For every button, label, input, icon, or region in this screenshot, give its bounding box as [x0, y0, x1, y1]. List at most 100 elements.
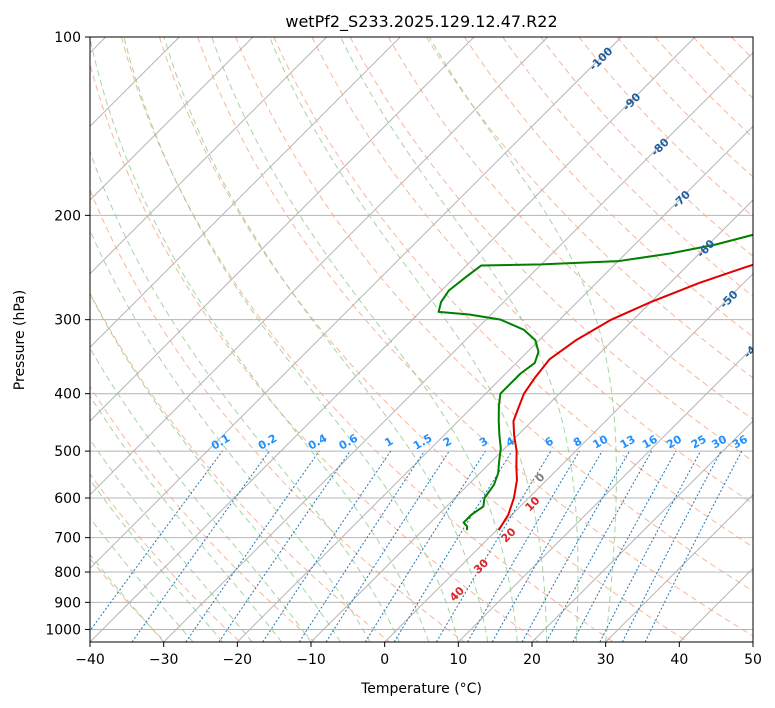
mixing-ratio-label: 0.1	[209, 432, 232, 453]
mixing-ratio-label: 1.5	[411, 432, 434, 453]
dry-adiabat	[349, 37, 753, 462]
dry-adiabat	[654, 37, 753, 139]
moist-adiabat	[90, 479, 223, 642]
y-tick-label: 1000	[45, 622, 81, 638]
mixing-ratio-label: 30	[709, 432, 729, 451]
mixing-ratio-label: 6	[543, 434, 556, 449]
isotherm-line	[90, 37, 696, 642]
mixing-ratio-label: 25	[689, 433, 709, 452]
temperature-line	[497, 263, 753, 531]
isotherm-line	[163, 51, 753, 642]
theta-e-label: -60	[694, 237, 717, 260]
mixing-ratio-label: 2	[441, 435, 454, 450]
mixing-ratio-line	[599, 450, 701, 642]
moist-adiabat	[340, 37, 579, 642]
y-tick-label: 100	[54, 30, 81, 46]
dry-adiabat	[540, 37, 753, 257]
theta-e-label: -40	[741, 338, 764, 361]
moist-adiabat	[90, 395, 282, 642]
moist-adiabats	[90, 37, 617, 642]
mixing-ratio-label: 3	[477, 435, 490, 450]
y-tick-label: 900	[54, 595, 81, 611]
x-tick-label: −30	[149, 652, 179, 668]
mixing-ratio-label: 0.2	[256, 432, 279, 453]
dry-adiabat	[387, 37, 753, 420]
grid	[90, 37, 753, 642]
mixing-ratio-line	[393, 450, 513, 642]
moist-adiabat	[90, 229, 371, 642]
dry-adiabat	[464, 37, 753, 338]
dry-adiabat-label: 40	[447, 584, 467, 604]
moist-adiabat	[90, 517, 194, 642]
mixing-ratio-line	[521, 450, 630, 642]
theta-e-label: -50	[717, 288, 740, 311]
isotherm-line	[310, 199, 753, 642]
mixing-ratio-line	[131, 450, 270, 642]
dry-adiabat	[311, 37, 753, 505]
x-tick-label: 50	[744, 652, 762, 668]
y-tick-label: 400	[54, 387, 81, 403]
theta-e-label: -90	[620, 90, 643, 113]
isotherm-line	[90, 37, 622, 570]
moist-adiabat	[90, 438, 253, 642]
y-tick-label: 300	[54, 313, 81, 329]
isotherm-line	[90, 37, 328, 275]
mixing-ratio-line	[621, 450, 722, 642]
mixing-ratio-label: 13	[618, 433, 638, 452]
mixing-ratio-line	[435, 450, 552, 642]
dry-adiabat	[692, 37, 753, 99]
mixing-ratio-label: 36	[730, 432, 750, 451]
dry-adiabat-label: 20	[499, 525, 519, 545]
x-tick-label: −20	[223, 652, 253, 668]
mixing-ratio-line	[545, 450, 653, 642]
dry-adiabat	[235, 37, 753, 592]
mixing-ratio-label: 1	[382, 435, 395, 450]
x-tick-label: 0	[380, 652, 389, 668]
mixing-ratio-line	[298, 450, 425, 642]
mixing-ratio-label: 0.4	[306, 431, 330, 452]
mixing-ratio-line	[262, 450, 392, 642]
isopleth-labels: 0.1 0.2 0.4 0.6 1 1.5 2 3 4 6 8 10 13 16 20 25 30 36-100-…	[209, 44, 764, 604]
isotherm-line	[90, 37, 254, 201]
dewpoint-line	[437, 233, 753, 531]
mixing-ratio-label: 10	[591, 432, 611, 451]
theta-e-label: -70	[670, 188, 693, 211]
mixing-ratio-line	[218, 450, 351, 642]
x-tick-label: −40	[75, 652, 105, 668]
y-tick-label: 600	[54, 491, 81, 507]
mixing-ratio-label: 20	[664, 432, 684, 451]
y-tick-label: 500	[54, 444, 81, 460]
moist-adiabat	[123, 37, 459, 642]
isotherm-line	[236, 125, 753, 642]
plot-frame	[89, 36, 754, 643]
y-tick-label: 800	[54, 565, 81, 581]
dry-adiabat-label: 0	[533, 470, 548, 485]
dry-adiabat	[90, 62, 540, 642]
mixing-ratio-lines	[90, 450, 743, 642]
moist-adiabat	[90, 292, 341, 642]
mixing-ratio-line	[185, 450, 320, 642]
dry-adiabat	[90, 385, 316, 642]
isotherm-line	[90, 37, 475, 422]
isotherm-line	[384, 272, 753, 642]
mixing-ratio-label: 8	[571, 435, 584, 450]
y-tick-label: 200	[54, 208, 81, 224]
moist-adiabat	[269, 37, 548, 642]
mixing-ratio-line	[467, 450, 580, 642]
moist-adiabat	[428, 37, 617, 642]
moist-adiabat	[90, 553, 165, 642]
mixing-ratio-line	[325, 450, 450, 642]
mixing-ratio-line	[644, 450, 743, 642]
isotherm-line	[605, 493, 753, 642]
mixing-ratio-line	[572, 450, 677, 642]
dry-adiabat	[120, 37, 614, 642]
chart-title: wetPf2_S233.2025.129.12.47.R22	[285, 12, 557, 32]
moist-adiabat	[90, 347, 312, 642]
moist-adiabat	[90, 37, 430, 642]
x-axis-label: Temperature (°C)	[360, 681, 482, 697]
x-tick-label: −10	[296, 652, 326, 668]
isotherm-line	[90, 37, 401, 349]
moist-adiabat	[211, 37, 518, 642]
dry-adiabat	[273, 37, 753, 548]
